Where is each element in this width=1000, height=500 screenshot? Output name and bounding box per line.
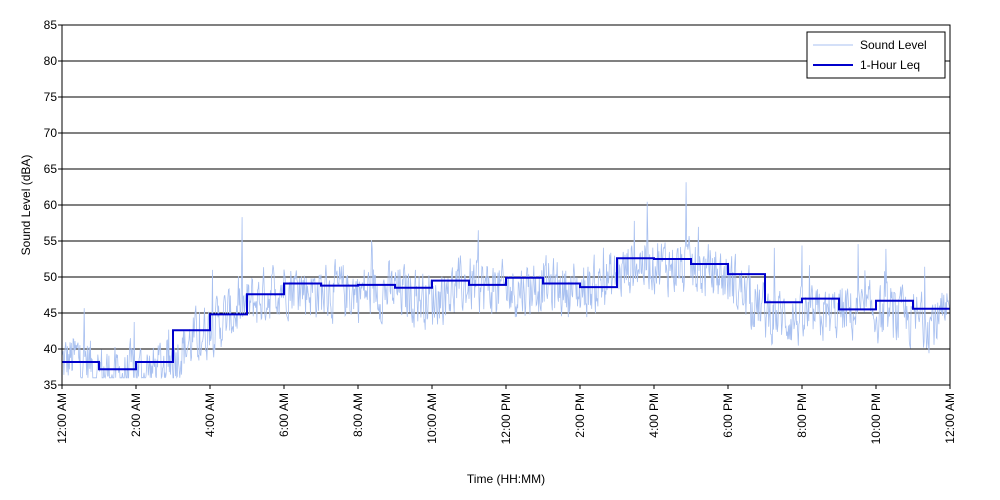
x-axis-title: Time (HH:MM) <box>467 472 545 486</box>
legend-leq-label: 1-Hour Leq <box>860 58 920 72</box>
y-axis-title: Sound Level (dBA) <box>19 155 33 256</box>
y-tick-label: 85 <box>44 18 58 32</box>
y-tick-label: 40 <box>44 342 58 356</box>
x-tick-label: 4:00 AM <box>203 393 217 437</box>
leq-series <box>62 257 950 371</box>
legend-sound-level-label: Sound Level <box>860 38 927 52</box>
x-tick-label: 12:00 PM <box>499 393 513 444</box>
legend-box <box>806 31 946 79</box>
x-tick-label: 10:00 AM <box>425 393 439 444</box>
y-tick-label: 50 <box>44 270 58 284</box>
x-tick-label: 12:00 AM <box>55 393 69 444</box>
legend: Sound Level 1-Hour Leq <box>806 31 946 79</box>
y-tick-label: 45 <box>44 306 58 320</box>
x-tick-label: 8:00 AM <box>351 393 365 437</box>
x-tick-label: 10:00 PM <box>869 393 883 444</box>
x-tick-label: 12:00 AM <box>943 393 957 444</box>
y-tick-label: 65 <box>44 162 58 176</box>
leq-step-line <box>62 257 950 371</box>
x-tick-label: 2:00 PM <box>573 393 587 438</box>
y-tick-label: 75 <box>44 90 58 104</box>
y-tick-label: 70 <box>44 126 58 140</box>
y-tick-label: 80 <box>44 54 58 68</box>
x-tick-label: 6:00 AM <box>277 393 291 437</box>
x-tick-label: 2:00 AM <box>129 393 143 437</box>
x-tick-label: 4:00 PM <box>647 393 661 438</box>
y-axis-ticks: 35 40 45 50 55 60 65 70 75 80 85 <box>44 18 62 392</box>
y-tick-label: 60 <box>44 198 58 212</box>
y-tick-label: 35 <box>44 378 58 392</box>
x-axis-ticks: 12:00 AM 2:00 AM 4:00 AM 6:00 AM 8:00 AM 10:0… <box>55 385 957 444</box>
y-tick-label: 55 <box>44 234 58 248</box>
x-tick-label: 6:00 PM <box>721 393 735 438</box>
x-tick-label: 8:00 PM <box>795 393 809 438</box>
